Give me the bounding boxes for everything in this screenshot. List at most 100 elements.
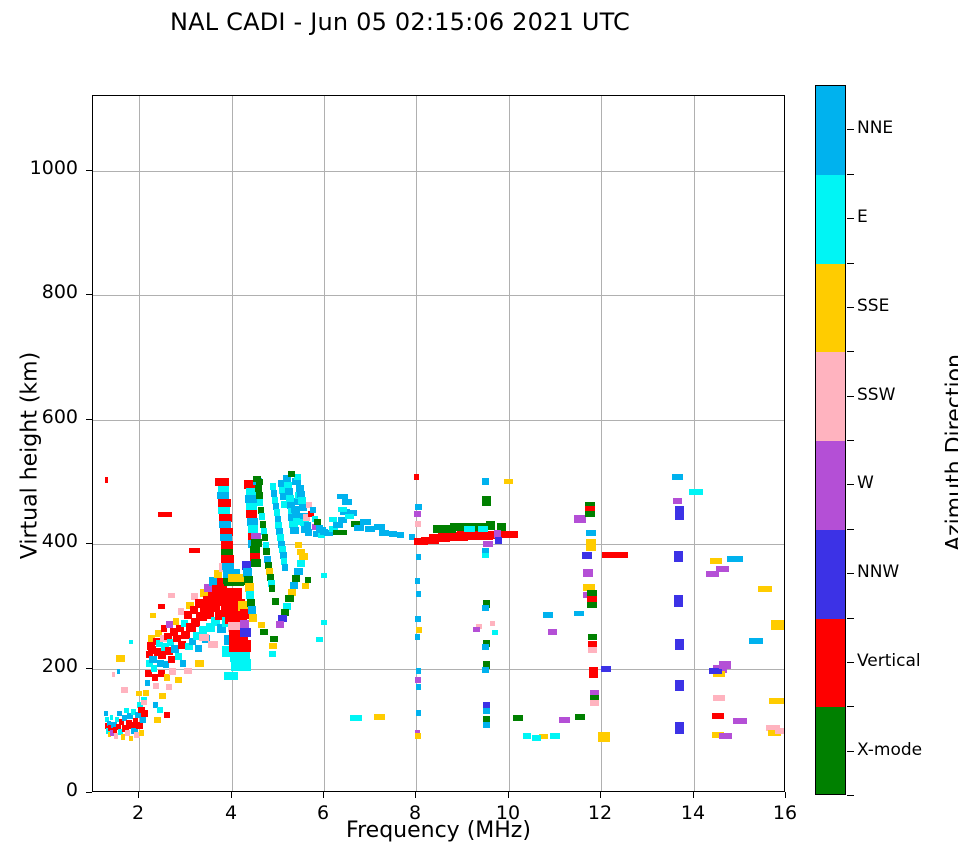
echo-mark	[492, 629, 498, 635]
echo-mark	[280, 551, 287, 559]
echo-mark	[582, 551, 593, 559]
echo-mark	[291, 505, 300, 513]
echo-mark	[482, 599, 491, 608]
echo-mark	[346, 509, 357, 516]
echo-mark	[416, 626, 422, 633]
echo-mark	[588, 646, 598, 653]
colorbar-segment-w[interactable]	[816, 441, 845, 531]
echo-mark	[415, 590, 422, 597]
colorbar-segment-e[interactable]	[816, 174, 845, 265]
echo-mark	[220, 534, 233, 542]
echo-mark	[207, 591, 217, 601]
echo-mark	[320, 572, 328, 578]
gridline-vertical	[509, 96, 510, 791]
colorbar-segment-nnw[interactable]	[816, 529, 845, 620]
echo-mark	[166, 638, 175, 646]
colorbar-segment-ssw[interactable]	[816, 352, 845, 442]
echo-mark	[159, 635, 167, 643]
echo-mark	[482, 660, 491, 669]
echo-mark	[112, 672, 116, 678]
echo-mark	[585, 502, 595, 509]
echo-mark	[239, 619, 250, 628]
echo-mark	[249, 552, 260, 561]
echo-mark	[134, 731, 140, 738]
echo-mark	[198, 633, 209, 641]
echo-mark	[245, 487, 257, 496]
echo-mark	[131, 727, 138, 734]
colorbar-boundary-tick	[847, 706, 854, 708]
echo-mark	[337, 506, 348, 512]
plot-area[interactable]	[92, 95, 785, 792]
echo-mark	[587, 595, 597, 602]
echo-mark	[289, 581, 299, 589]
colorbar-segment-sse[interactable]	[816, 263, 845, 353]
colorbar-label-x-mode: X-mode	[857, 739, 923, 760]
x-tick-label: 10	[495, 802, 521, 824]
echo-mark	[713, 695, 726, 702]
echo-mark	[675, 727, 685, 734]
echo-mark	[114, 717, 120, 723]
echo-mark	[494, 536, 503, 544]
colorbar-segment-x-mode[interactable]	[816, 707, 845, 794]
echo-mark	[145, 651, 154, 659]
colorbar-tick	[847, 750, 854, 752]
echo-mark	[467, 530, 486, 540]
echo-mark	[240, 608, 251, 619]
echo-mark	[727, 556, 744, 562]
echo-mark	[309, 507, 317, 514]
echo-mark	[180, 620, 189, 628]
echo-mark	[183, 668, 192, 675]
echo-mark	[247, 525, 258, 534]
echo-mark	[769, 697, 784, 704]
echo-mark	[259, 520, 267, 528]
colorbar[interactable]	[815, 85, 846, 795]
echo-mark	[294, 542, 303, 549]
gridline-horizontal	[93, 669, 784, 670]
colorbar-segment-nne[interactable]	[816, 86, 845, 176]
colorbar-label-e: E	[857, 207, 868, 228]
x-tick	[785, 792, 786, 798]
echo-mark	[116, 655, 126, 663]
echo-mark	[254, 484, 263, 492]
echo-mark	[285, 494, 294, 502]
echo-mark	[244, 479, 257, 489]
echo-mark	[158, 603, 165, 609]
echo-mark	[504, 479, 514, 485]
echo-mark	[307, 511, 315, 518]
echo-mark	[597, 736, 610, 743]
echo-mark	[246, 510, 258, 519]
echo-mark	[279, 487, 288, 495]
echo-mark	[600, 665, 611, 672]
echo-mark	[116, 668, 120, 674]
echo-mark	[180, 630, 190, 639]
echo-mark	[122, 724, 129, 732]
echo-mark	[157, 511, 172, 517]
echo-mark	[190, 617, 201, 627]
echo-mark	[112, 726, 118, 733]
echo-mark	[282, 474, 292, 482]
echo-mark	[711, 731, 724, 738]
echo-mark	[199, 588, 209, 597]
echo-mark	[269, 643, 277, 650]
echo-mark	[138, 730, 145, 737]
echo-mark	[189, 606, 198, 615]
echo-mark	[219, 527, 233, 536]
echo-mark	[128, 735, 134, 741]
echo-mark	[282, 602, 292, 610]
echo-mark	[186, 622, 196, 632]
colorbar-segment-vertical[interactable]	[816, 618, 845, 708]
echo-mark	[280, 609, 289, 617]
echo-mark	[276, 528, 283, 536]
echo-mark	[281, 557, 288, 565]
echo-mark	[150, 612, 156, 618]
echo-mark	[586, 529, 596, 536]
echo-mark	[312, 523, 319, 530]
echo-mark	[449, 522, 476, 531]
echo-mark	[189, 547, 201, 553]
gridline-vertical	[324, 96, 325, 791]
echo-mark	[432, 525, 456, 534]
echo-mark	[219, 520, 232, 528]
echo-mark	[217, 498, 231, 507]
y-tick-label: 400	[41, 530, 78, 552]
echo-mark	[210, 616, 221, 626]
